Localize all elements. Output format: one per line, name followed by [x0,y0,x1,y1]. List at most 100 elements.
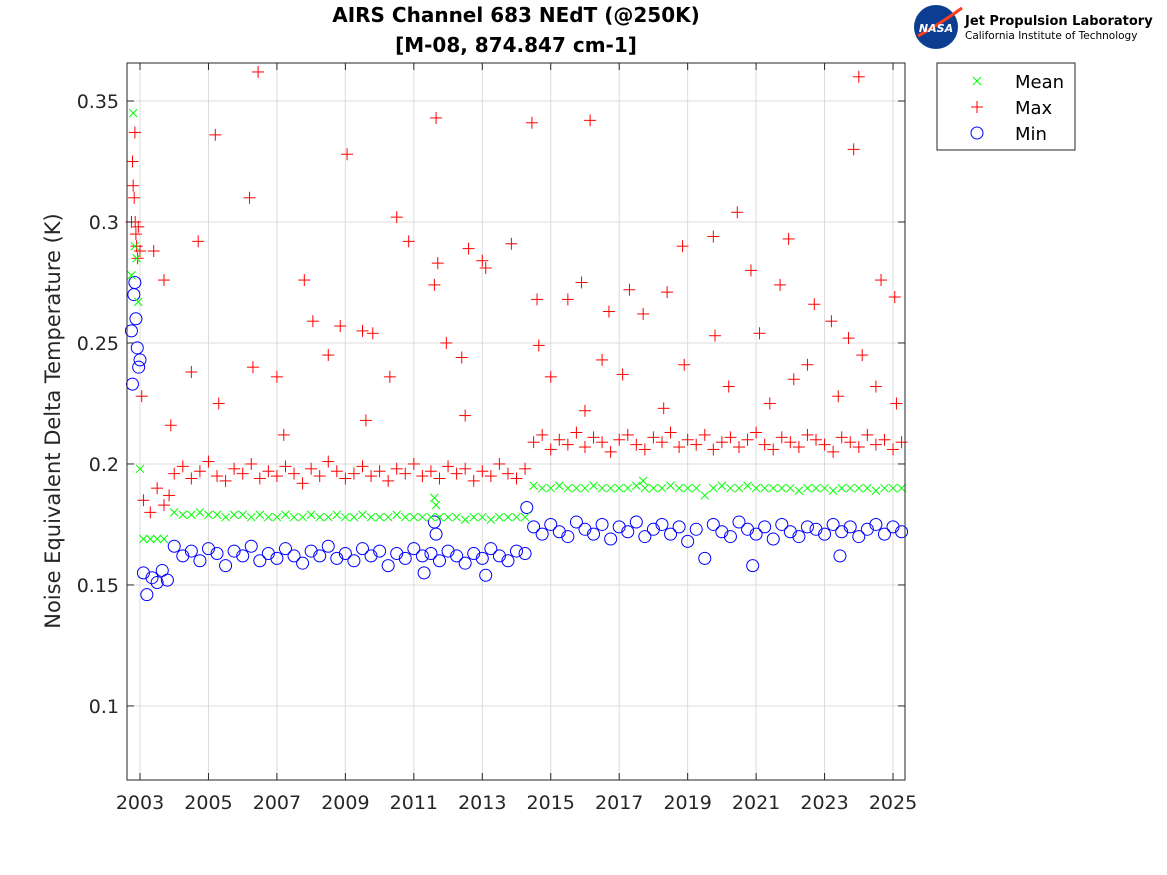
min-point [758,520,772,534]
max-point [493,457,506,470]
mean-point [383,512,393,522]
mean-point [246,512,256,522]
legend[interactable]: Mean Max Min [936,62,1076,151]
max-point [678,358,691,371]
mean-point [298,512,307,522]
max-point [399,467,412,480]
max-point [130,240,143,253]
x-tick-label: 2007 [253,792,301,814]
max-point [657,402,670,415]
mean-point [597,483,607,493]
plot-frame [126,62,906,781]
max-point [844,436,857,449]
mean-point [272,512,282,522]
max-point [157,274,170,287]
max-point [842,332,855,345]
max-point [578,441,591,454]
legend-min-icon [970,126,984,140]
max-point [131,252,144,265]
min-point [125,377,139,391]
mean-point [159,534,169,544]
chart-subtitle: [M-08, 874.847 cm-1] [395,33,637,57]
data-marks [124,65,909,602]
min-point [535,527,549,541]
min-point [833,549,847,563]
mean-point [691,483,701,493]
mean-point [554,481,564,491]
max-point [298,274,311,287]
mean-point [572,483,581,493]
min-point [492,549,506,563]
mean-point [897,483,906,493]
max-point [753,327,766,340]
mean-point [341,512,350,522]
max-point [553,433,566,446]
max-point [724,431,737,444]
min-point [373,544,387,558]
max-point [479,261,492,274]
mean-point [195,508,205,517]
min-point [347,554,361,568]
min-point [458,556,472,570]
max-point [151,482,164,495]
min-point [741,522,755,536]
mean-point [435,512,444,522]
max-point [442,460,455,473]
x-tick-label: 2017 [595,792,643,814]
x-tick-label: 2005 [184,792,232,814]
min-point [133,353,147,367]
min-point [219,559,233,573]
mean-point [169,508,179,517]
mean-point [520,512,530,522]
max-point [243,191,256,204]
max-point [209,128,222,141]
max-point [869,438,882,451]
max-point [596,353,609,366]
max-point [544,370,557,383]
min-point [587,527,601,541]
min-point [852,530,866,544]
mean-point [794,486,804,495]
min-point [210,547,224,561]
x-tick-label: 2023 [800,792,848,814]
max-point [373,465,386,478]
max-point [313,470,326,483]
min-point [479,568,493,582]
min-point [278,542,292,556]
min-point [124,324,138,338]
max-point [430,111,443,124]
mean-point [700,491,710,500]
max-point [424,465,437,478]
mean-point [400,512,410,522]
min-point [698,551,712,565]
min-point [330,551,344,565]
max-point [455,351,468,364]
mean-point [135,464,145,474]
max-point [561,438,574,451]
max-point [616,368,629,381]
mean-point [332,510,342,520]
max-point [129,228,142,241]
max-point [135,390,148,403]
max-point [741,433,754,446]
mean-point [777,483,787,493]
max-point [219,474,232,487]
mean-point [751,483,761,493]
max-point [707,443,720,456]
max-point [818,438,831,451]
y-tick-label: 0.25 [77,333,119,355]
min-point [338,547,352,561]
mean-point [431,500,441,510]
max-point [887,443,900,456]
min-point [681,534,695,548]
min-point [895,525,909,539]
max-point [366,327,379,340]
max-point [698,428,711,441]
mean-point [264,512,273,522]
nasa-logo-text: NASA [919,22,953,35]
min-point [520,501,534,515]
min-point [128,275,142,289]
max-point [835,431,848,444]
max-point [163,489,176,502]
min-point [655,517,669,531]
